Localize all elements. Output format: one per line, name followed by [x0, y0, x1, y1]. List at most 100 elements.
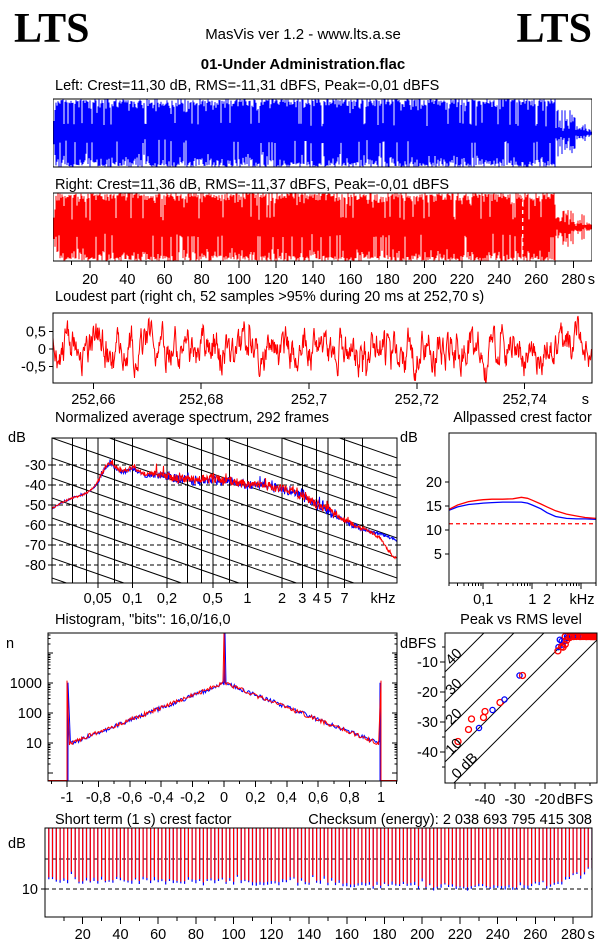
svg-text:252,74: 252,74	[502, 392, 546, 408]
spectrum-db-axis-label: dB	[8, 430, 26, 446]
svg-text:dBFS: dBFS	[557, 792, 593, 808]
svg-text:-0,8: -0,8	[86, 790, 111, 806]
svg-text:-50: -50	[25, 498, 46, 514]
logo-right: LTS	[516, 6, 592, 52]
left-channel-stats-label: Left: Crest=11,30 dB, RMS=-11,31 dBFS, P…	[55, 78, 440, 94]
short-term-crest-plot: 10 20 40 60 80 100 120 140 160 180 200 220 240 260 280…	[22, 827, 595, 943]
svg-text:240: 240	[486, 927, 510, 943]
svg-text:140: 140	[297, 927, 321, 943]
svg-text:kHz: kHz	[371, 591, 396, 607]
time-axis-top: 20 40 60 80 100 120 140 160 180 200 220 240 260 280 s	[71, 261, 595, 288]
svg-text:0,4: 0,4	[277, 790, 297, 806]
svg-text:-40: -40	[417, 745, 438, 761]
svg-text:s: s	[588, 272, 595, 288]
spectrum-plot: -30 -40 -50 -60 -70 -80 0,05 0,1 0,2 0,5 1 2 3 4 5 7 kHz	[25, 437, 401, 607]
svg-text:0,8: 0,8	[340, 790, 360, 806]
svg-text:5: 5	[434, 547, 442, 563]
short-term-title: Short term (1 s) crest factor	[55, 812, 232, 828]
app-version-line: MasVis ver 1.2 - www.lts.a.se	[205, 26, 401, 43]
histogram-title: Histogram, "bits": 16,0/16,0	[55, 612, 231, 628]
svg-text:0,5: 0,5	[203, 591, 223, 607]
svg-text:-0,5: -0,5	[21, 360, 46, 376]
svg-text:0: 0	[220, 790, 228, 806]
svg-text:220: 220	[448, 927, 472, 943]
svg-text:100: 100	[227, 272, 251, 288]
svg-text:10: 10	[26, 736, 42, 752]
svg-text:20: 20	[75, 927, 91, 943]
svg-text:-70: -70	[25, 538, 46, 554]
file-title: 01-Under Administration.flac	[200, 56, 406, 73]
svg-text:10: 10	[443, 736, 466, 759]
svg-text:280: 280	[561, 927, 585, 943]
svg-text:-40: -40	[25, 478, 46, 494]
svg-text:20: 20	[443, 706, 466, 729]
svg-text:15: 15	[426, 499, 442, 515]
svg-text:0,1: 0,1	[122, 591, 142, 607]
svg-text:60: 60	[156, 272, 172, 288]
svg-text:2: 2	[543, 592, 551, 608]
loudest-part-label: Loudest part (right ch, 52 samples >95% …	[55, 289, 485, 305]
svg-text:180: 180	[375, 272, 399, 288]
svg-text:40: 40	[112, 927, 128, 943]
svg-text:0: 0	[38, 220, 46, 236]
right-waveform: 0,5 0 -0,5	[38, 192, 592, 262]
svg-text:0,2: 0,2	[245, 790, 265, 806]
allpass-db-axis-label: dB	[400, 430, 418, 446]
svg-text:220: 220	[450, 272, 474, 288]
svg-text:4: 4	[313, 591, 321, 607]
svg-text:-10: -10	[417, 655, 438, 671]
svg-text:-30: -30	[505, 792, 526, 808]
svg-text:10: 10	[426, 523, 442, 539]
right-channel-stats-label: Right: Crest=11,36 dB, RMS=-11,37 dBFS, …	[55, 177, 449, 193]
svg-text:200: 200	[410, 927, 434, 943]
short-term-db-axis-label: dB	[8, 836, 26, 852]
svg-text:280: 280	[561, 272, 585, 288]
svg-text:-80: -80	[25, 558, 46, 574]
svg-text:-0,6: -0,6	[117, 790, 142, 806]
allpass-title: Allpassed crest factor	[453, 410, 592, 426]
svg-text:2: 2	[278, 591, 286, 607]
svg-text:s: s	[588, 927, 595, 943]
svg-text:0,6: 0,6	[308, 790, 328, 806]
svg-text:20: 20	[82, 272, 98, 288]
svg-text:140: 140	[301, 272, 325, 288]
svg-text:7: 7	[341, 591, 349, 607]
svg-text:-0,5: -0,5	[21, 146, 46, 162]
svg-text:120: 120	[264, 272, 288, 288]
checksum-label: Checksum (energy): 2 038 693 795 415 308	[308, 812, 592, 828]
svg-text:1: 1	[528, 592, 536, 608]
svg-text:120: 120	[259, 927, 283, 943]
left-waveform: 0,5 0 -0,5	[21, 98, 592, 168]
svg-text:0,1: 0,1	[473, 592, 493, 608]
svg-text:260: 260	[524, 272, 548, 288]
svg-text:100: 100	[222, 927, 246, 943]
svg-text:240: 240	[487, 272, 511, 288]
svg-text:-60: -60	[25, 518, 46, 534]
svg-text:260: 260	[523, 927, 547, 943]
svg-text:252,7: 252,7	[291, 392, 327, 408]
svg-text:0: 0	[38, 126, 46, 142]
spectrum-title: Normalized average spectrum, 292 frames	[55, 410, 330, 426]
svg-text:252,72: 252,72	[395, 392, 439, 408]
svg-text:252,66: 252,66	[71, 392, 115, 408]
svg-text:40: 40	[119, 272, 135, 288]
svg-text:-20: -20	[417, 685, 438, 701]
svg-text:-0,4: -0,4	[149, 790, 174, 806]
svg-text:s: s	[582, 392, 589, 408]
svg-text:-30: -30	[417, 715, 438, 731]
svg-text:0: 0	[38, 342, 46, 358]
svg-text:200: 200	[413, 272, 437, 288]
svg-text:5: 5	[324, 591, 332, 607]
loudest-part-plot: 0,50 -0,5 252,66 252,68 252,7 252,72 252,74 s	[21, 312, 593, 408]
svg-text:0,5: 0,5	[26, 107, 46, 123]
svg-text:180: 180	[372, 927, 396, 943]
svg-text:20: 20	[426, 475, 442, 491]
svg-text:0,5: 0,5	[26, 325, 46, 341]
svg-text:252,68: 252,68	[179, 392, 223, 408]
svg-text:10: 10	[22, 882, 38, 898]
peak-vs-rms-title: Peak vs RMS level	[460, 612, 582, 628]
svg-text:-20: -20	[535, 792, 556, 808]
